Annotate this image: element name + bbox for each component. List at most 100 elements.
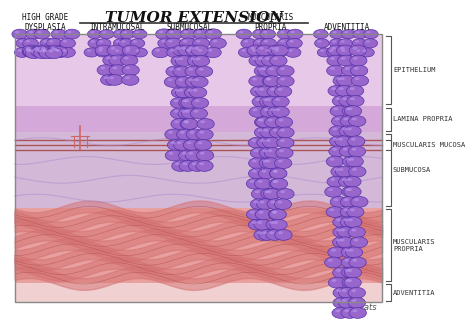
Ellipse shape (255, 98, 260, 101)
Ellipse shape (185, 45, 203, 56)
Text: ADVENTITIA: ADVENTITIA (393, 290, 436, 296)
Bar (15, 106, 382, 132)
Ellipse shape (328, 45, 345, 56)
Ellipse shape (269, 209, 286, 220)
Ellipse shape (185, 110, 190, 113)
Ellipse shape (56, 49, 60, 52)
Ellipse shape (363, 50, 366, 52)
Ellipse shape (331, 47, 336, 50)
Ellipse shape (23, 38, 38, 48)
Ellipse shape (189, 161, 206, 171)
Ellipse shape (179, 57, 183, 60)
Ellipse shape (262, 55, 279, 66)
Ellipse shape (273, 221, 278, 224)
Ellipse shape (342, 277, 359, 288)
Ellipse shape (264, 108, 268, 111)
Ellipse shape (350, 65, 368, 76)
Ellipse shape (42, 48, 46, 51)
Ellipse shape (348, 227, 365, 238)
Ellipse shape (336, 229, 341, 231)
Ellipse shape (168, 40, 173, 43)
Ellipse shape (179, 89, 183, 92)
Ellipse shape (352, 168, 357, 171)
Text: SUBMUCOSA: SUBMUCOSA (393, 167, 431, 173)
Ellipse shape (191, 45, 208, 56)
Ellipse shape (352, 289, 356, 292)
Ellipse shape (173, 140, 191, 150)
Ellipse shape (346, 108, 350, 110)
Ellipse shape (277, 137, 294, 148)
Ellipse shape (351, 229, 356, 231)
Ellipse shape (257, 231, 262, 234)
Ellipse shape (198, 141, 202, 144)
Ellipse shape (261, 67, 266, 70)
Ellipse shape (344, 209, 348, 211)
Ellipse shape (184, 87, 201, 98)
Ellipse shape (178, 45, 195, 56)
Ellipse shape (273, 57, 278, 60)
Ellipse shape (259, 96, 277, 107)
Ellipse shape (333, 108, 338, 110)
Ellipse shape (344, 31, 348, 34)
Ellipse shape (252, 57, 257, 60)
Ellipse shape (340, 196, 358, 207)
Ellipse shape (192, 162, 197, 165)
Ellipse shape (260, 139, 265, 142)
Ellipse shape (316, 31, 320, 34)
Ellipse shape (187, 49, 191, 52)
Ellipse shape (113, 30, 128, 39)
Ellipse shape (332, 279, 337, 282)
Ellipse shape (335, 136, 352, 147)
Ellipse shape (272, 107, 289, 117)
Ellipse shape (88, 39, 102, 48)
Ellipse shape (264, 40, 268, 43)
Ellipse shape (185, 77, 202, 87)
Ellipse shape (116, 40, 120, 43)
Ellipse shape (360, 48, 374, 57)
Ellipse shape (248, 137, 265, 148)
Ellipse shape (338, 138, 343, 141)
Ellipse shape (346, 207, 364, 217)
Ellipse shape (338, 176, 356, 187)
Ellipse shape (349, 308, 366, 318)
Ellipse shape (346, 156, 364, 167)
Ellipse shape (262, 48, 278, 57)
Text: HIGH GRADE
DYSPLASIA: HIGH GRADE DYSPLASIA (22, 13, 68, 32)
Ellipse shape (337, 75, 354, 86)
Ellipse shape (167, 140, 185, 150)
Ellipse shape (250, 199, 268, 210)
Ellipse shape (274, 47, 279, 50)
Ellipse shape (196, 129, 213, 140)
Ellipse shape (190, 131, 194, 134)
Ellipse shape (349, 158, 354, 161)
Ellipse shape (164, 77, 182, 87)
Ellipse shape (277, 38, 293, 48)
Ellipse shape (130, 39, 145, 48)
Ellipse shape (250, 180, 255, 183)
Ellipse shape (353, 47, 357, 50)
Ellipse shape (197, 118, 214, 129)
Ellipse shape (344, 277, 361, 288)
Text: MUSCULARIS
PROPRIA: MUSCULARIS PROPRIA (393, 239, 436, 252)
Ellipse shape (171, 87, 189, 98)
Ellipse shape (28, 50, 33, 52)
Ellipse shape (329, 50, 333, 52)
Ellipse shape (268, 209, 286, 220)
Ellipse shape (342, 289, 346, 292)
Ellipse shape (51, 47, 56, 50)
Ellipse shape (337, 289, 341, 292)
Ellipse shape (14, 48, 30, 57)
Ellipse shape (280, 67, 285, 70)
Ellipse shape (133, 48, 147, 57)
Ellipse shape (158, 38, 175, 49)
Ellipse shape (43, 40, 47, 43)
Ellipse shape (340, 207, 357, 217)
Ellipse shape (353, 57, 358, 60)
Ellipse shape (194, 140, 212, 150)
Ellipse shape (278, 88, 283, 91)
Ellipse shape (333, 267, 350, 278)
Ellipse shape (328, 277, 346, 288)
Ellipse shape (192, 55, 210, 66)
Ellipse shape (337, 55, 355, 66)
Ellipse shape (204, 47, 221, 58)
